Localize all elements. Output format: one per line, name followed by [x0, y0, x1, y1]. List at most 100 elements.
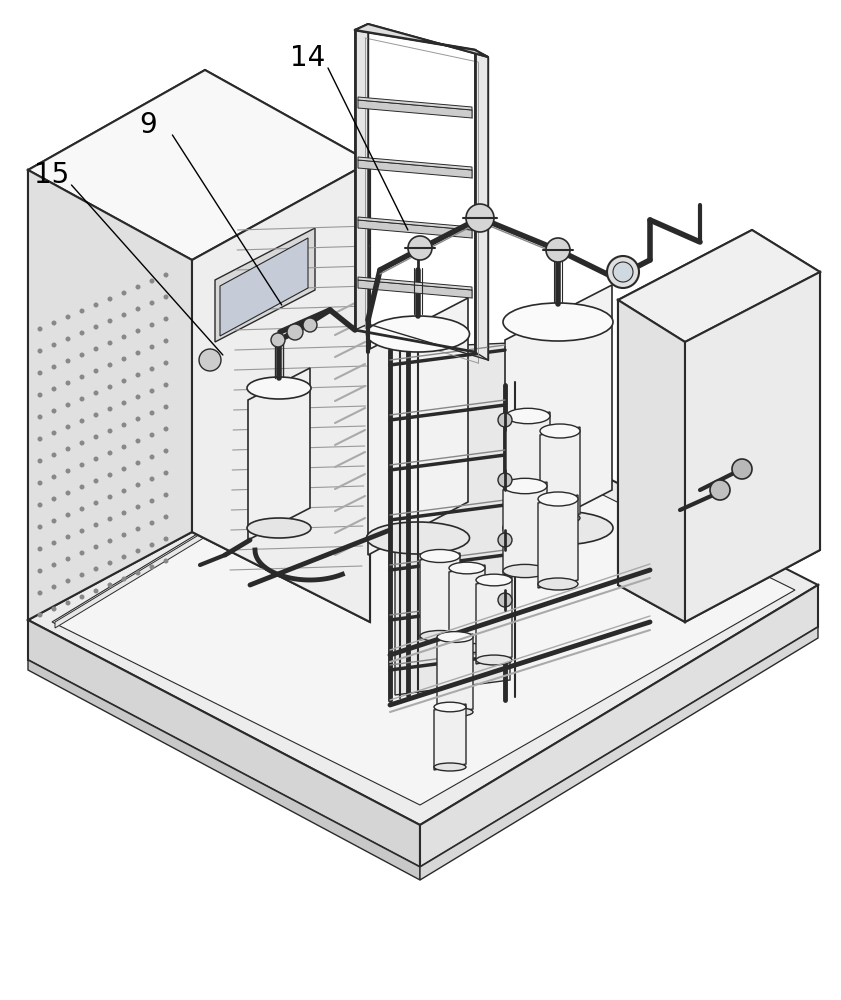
- Circle shape: [80, 396, 84, 401]
- Circle shape: [38, 524, 43, 530]
- Circle shape: [150, 322, 155, 328]
- Circle shape: [66, 512, 71, 518]
- Circle shape: [163, 404, 168, 410]
- Circle shape: [51, 386, 56, 391]
- Circle shape: [498, 413, 512, 427]
- Circle shape: [93, 434, 98, 440]
- Circle shape: [498, 473, 512, 487]
- Circle shape: [135, 460, 140, 466]
- Circle shape: [150, 432, 155, 438]
- Circle shape: [163, 338, 168, 344]
- Polygon shape: [358, 217, 472, 230]
- Circle shape: [93, 390, 98, 395]
- Circle shape: [66, 490, 71, 495]
- Polygon shape: [28, 170, 192, 620]
- Circle shape: [163, 316, 168, 322]
- Circle shape: [51, 584, 56, 589]
- Polygon shape: [28, 660, 420, 880]
- Circle shape: [150, 388, 155, 393]
- Circle shape: [80, 594, 84, 599]
- Circle shape: [135, 284, 140, 290]
- Circle shape: [108, 340, 113, 346]
- Circle shape: [108, 473, 113, 478]
- Circle shape: [163, 558, 168, 564]
- Circle shape: [287, 324, 303, 340]
- Circle shape: [108, 362, 113, 367]
- Polygon shape: [215, 228, 315, 342]
- Circle shape: [66, 556, 71, 562]
- Polygon shape: [475, 50, 488, 360]
- Circle shape: [38, 349, 43, 354]
- Polygon shape: [395, 343, 510, 695]
- Ellipse shape: [503, 511, 613, 545]
- Circle shape: [135, 351, 140, 356]
- Circle shape: [66, 314, 71, 320]
- Circle shape: [121, 576, 126, 582]
- Circle shape: [66, 600, 71, 605]
- Polygon shape: [355, 24, 368, 330]
- Circle shape: [163, 471, 168, 476]
- Polygon shape: [503, 482, 547, 575]
- Circle shape: [121, 312, 126, 318]
- Circle shape: [108, 582, 113, 587]
- Circle shape: [66, 534, 71, 540]
- Polygon shape: [358, 157, 472, 170]
- Circle shape: [38, 590, 43, 595]
- Circle shape: [108, 318, 113, 324]
- Polygon shape: [618, 300, 685, 622]
- Polygon shape: [506, 412, 550, 510]
- Ellipse shape: [437, 708, 473, 716]
- Circle shape: [93, 566, 98, 572]
- Ellipse shape: [247, 377, 311, 399]
- Circle shape: [51, 452, 56, 458]
- Circle shape: [135, 394, 140, 399]
- Circle shape: [135, 504, 140, 510]
- Polygon shape: [368, 298, 468, 555]
- Polygon shape: [358, 160, 472, 178]
- Circle shape: [121, 466, 126, 472]
- Circle shape: [108, 516, 113, 522]
- Circle shape: [108, 296, 113, 302]
- Polygon shape: [685, 272, 820, 622]
- Circle shape: [607, 256, 639, 288]
- Circle shape: [732, 459, 752, 479]
- Circle shape: [150, 520, 155, 526]
- Ellipse shape: [503, 303, 613, 341]
- Polygon shape: [358, 100, 472, 118]
- Circle shape: [408, 236, 432, 260]
- Circle shape: [121, 400, 126, 406]
- Circle shape: [163, 536, 168, 542]
- Ellipse shape: [503, 564, 547, 578]
- Circle shape: [80, 308, 84, 314]
- Circle shape: [38, 436, 43, 442]
- Polygon shape: [618, 230, 820, 342]
- Circle shape: [66, 359, 71, 363]
- Polygon shape: [476, 577, 512, 664]
- Circle shape: [121, 510, 126, 516]
- Text: 9: 9: [139, 111, 156, 139]
- Circle shape: [66, 336, 71, 342]
- Circle shape: [108, 450, 113, 456]
- Circle shape: [93, 500, 98, 506]
- Circle shape: [163, 360, 168, 365]
- Circle shape: [150, 410, 155, 416]
- Polygon shape: [220, 238, 308, 336]
- Circle shape: [150, 366, 155, 371]
- Circle shape: [66, 468, 71, 474]
- Circle shape: [51, 342, 56, 348]
- Circle shape: [121, 422, 126, 428]
- Circle shape: [80, 440, 84, 446]
- Circle shape: [38, 370, 43, 375]
- Circle shape: [80, 330, 84, 336]
- Circle shape: [135, 438, 140, 444]
- Circle shape: [51, 540, 56, 546]
- Circle shape: [163, 448, 168, 454]
- Circle shape: [163, 382, 168, 387]
- Circle shape: [51, 364, 56, 369]
- Polygon shape: [358, 97, 472, 110]
- Polygon shape: [420, 585, 818, 867]
- Circle shape: [93, 368, 98, 373]
- Circle shape: [613, 262, 633, 282]
- Circle shape: [38, 481, 43, 486]
- Circle shape: [51, 320, 56, 326]
